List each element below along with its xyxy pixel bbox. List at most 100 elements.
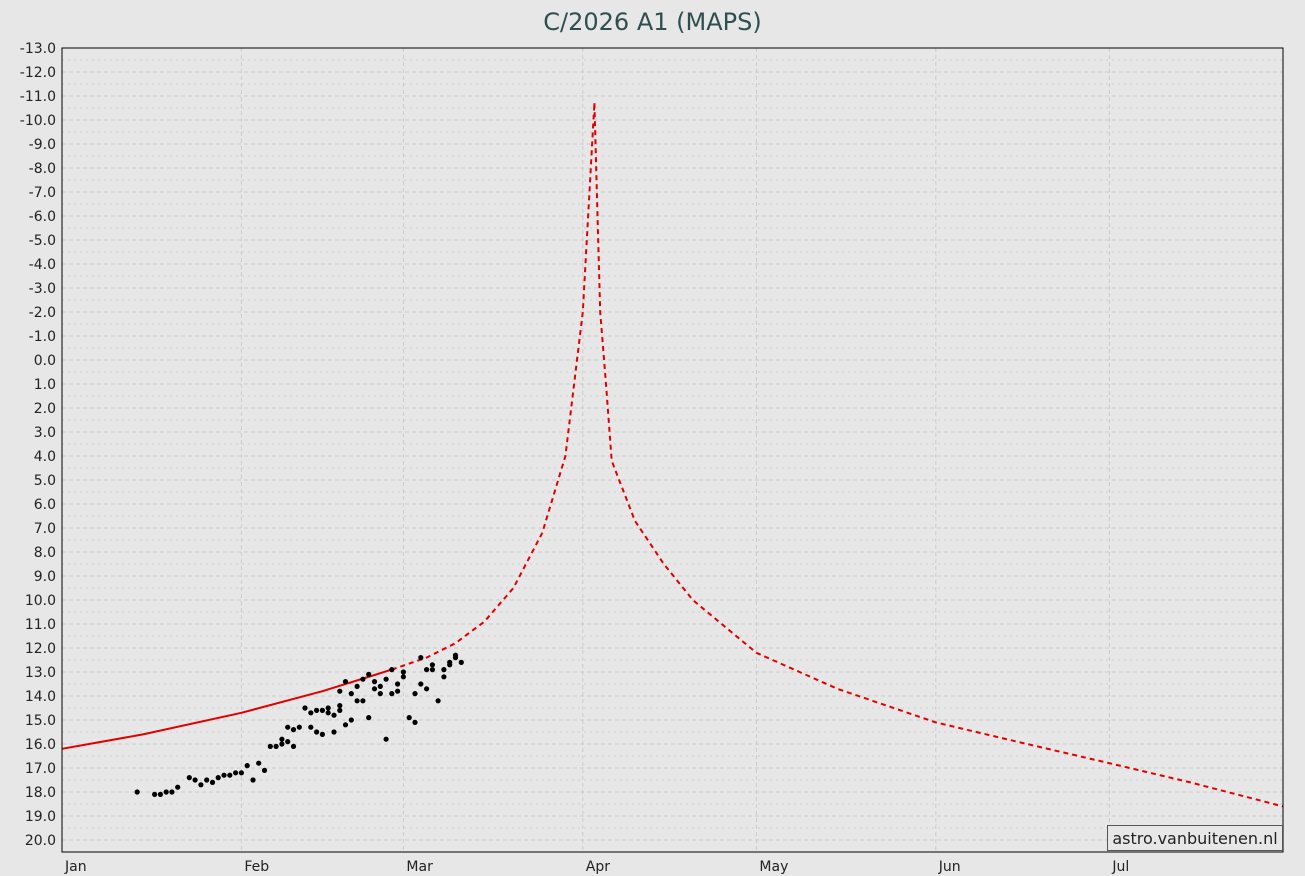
y-tick-label: -2.0 <box>29 305 56 321</box>
observation-point <box>285 724 291 730</box>
observation-point <box>204 777 210 783</box>
observation-point <box>273 743 279 750</box>
observation-point <box>360 676 366 682</box>
observations-layer <box>134 652 464 798</box>
y-tick-label: 10.0 <box>25 593 56 609</box>
y-tick-label: 3.0 <box>34 425 56 441</box>
observation-point <box>366 671 372 678</box>
observation-point <box>354 683 360 690</box>
y-tick-label: 2.0 <box>34 401 56 417</box>
observation-point <box>337 688 343 694</box>
y-tick-label: 19.0 <box>25 809 56 825</box>
observation-point <box>308 710 314 716</box>
observation-point <box>377 683 383 690</box>
observation-point <box>302 705 308 711</box>
observation-point <box>371 686 378 692</box>
observation-point <box>412 719 418 726</box>
observation-point <box>256 760 262 766</box>
x-tick-label: Mar <box>406 859 433 875</box>
observation-point <box>337 707 343 714</box>
x-tick-label: Jun <box>938 859 961 875</box>
y-tick-label: -8.0 <box>29 161 56 177</box>
observation-point <box>186 775 192 781</box>
observation-point <box>424 686 430 692</box>
observation-point <box>331 729 337 735</box>
observation-point <box>412 691 418 697</box>
observation-point <box>325 705 331 711</box>
y-tick-label: 14.0 <box>25 689 56 705</box>
observation-point <box>175 784 181 790</box>
observation-point <box>360 698 366 704</box>
y-tick-label: -6.0 <box>29 209 56 225</box>
observation-point <box>429 667 435 673</box>
observation-point <box>418 655 424 661</box>
observation-point <box>458 659 464 666</box>
y-tick-label: 5.0 <box>34 473 56 489</box>
observation-point <box>389 667 395 673</box>
observation-point <box>221 772 227 778</box>
y-tick-label: 16.0 <box>25 737 56 753</box>
observation-point <box>395 688 401 694</box>
y-tick-label: 9.0 <box>34 569 56 585</box>
predicted-curve-dashed <box>391 103 596 671</box>
observation-point <box>314 707 320 714</box>
x-tick-label: Jan <box>64 859 87 875</box>
observation-point <box>198 782 204 788</box>
observation-point <box>366 715 372 721</box>
x-tick-label: Jul <box>1111 859 1129 875</box>
observation-point <box>314 729 320 735</box>
observation-point <box>209 779 216 786</box>
chart-title: C/2026 A1 (MAPS) <box>543 8 762 36</box>
observation-point <box>267 743 273 750</box>
observation-point <box>227 772 233 778</box>
x-tick-label: May <box>759 859 788 875</box>
y-tick-label: 20.0 <box>25 833 56 849</box>
observation-point <box>441 674 447 680</box>
y-tick-label: -10.0 <box>20 113 56 129</box>
observation-point <box>238 770 244 776</box>
observation-point <box>319 731 325 738</box>
observation-point <box>215 775 221 781</box>
y-tick-label: 12.0 <box>25 641 56 657</box>
observation-point <box>429 662 435 668</box>
observation-point <box>418 681 424 687</box>
observation-point <box>389 691 395 697</box>
grid <box>61 47 1283 853</box>
y-tick-label: 4.0 <box>34 449 56 465</box>
y-tick-label: 7.0 <box>34 521 56 537</box>
credit-label: astro.vanbuitenen.nl <box>1107 825 1283 851</box>
x-tick-label: Apr <box>586 859 610 875</box>
observation-point <box>250 777 256 783</box>
observation-point <box>290 743 297 750</box>
observation-point <box>400 669 406 675</box>
observation-point <box>447 659 453 666</box>
observation-point <box>279 736 285 742</box>
observation-point <box>279 741 285 747</box>
observation-point <box>383 676 389 682</box>
observation-point <box>233 770 239 776</box>
observation-point <box>400 674 406 680</box>
observation-point <box>296 724 302 730</box>
y-tick-label: 13.0 <box>25 665 56 681</box>
observation-point <box>337 703 343 709</box>
y-tick-label: -5.0 <box>29 233 56 249</box>
observation-point <box>290 727 297 733</box>
observation-point <box>285 739 291 745</box>
y-tick-label: 18.0 <box>25 785 56 801</box>
plot-frame <box>61 47 1284 853</box>
y-tick-label: -13.0 <box>20 41 56 57</box>
y-tick-label: 8.0 <box>34 545 56 561</box>
observation-point <box>308 724 314 730</box>
y-tick-label: 6.0 <box>34 497 56 513</box>
observation-point <box>354 698 360 704</box>
y-tick-label: -1.0 <box>29 329 56 345</box>
observation-point <box>163 789 169 795</box>
observation-point <box>395 681 401 687</box>
y-tick-label: 1.0 <box>34 377 56 393</box>
observation-point <box>383 736 389 742</box>
y-tick-label: -7.0 <box>29 185 56 201</box>
observation-point <box>319 707 325 714</box>
y-tick-label: 15.0 <box>25 713 56 729</box>
observation-point <box>157 791 163 798</box>
